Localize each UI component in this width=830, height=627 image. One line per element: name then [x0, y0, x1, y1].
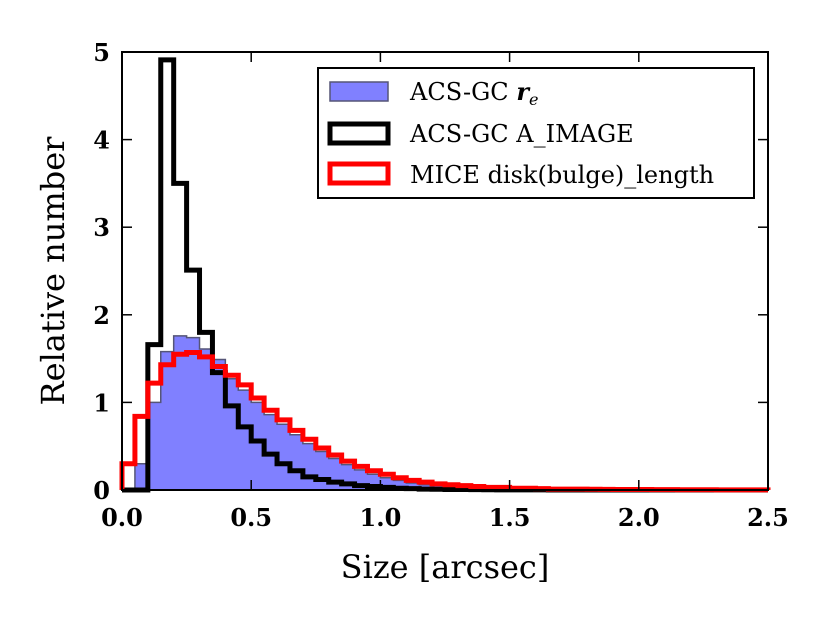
x-tick-label: 2.0	[618, 503, 660, 532]
x-axis-label: Size [arcsec]	[341, 548, 550, 586]
y-tick-label: 1	[93, 388, 110, 417]
y-axis-label: Relative number	[34, 136, 72, 406]
x-tick-label: 0.0	[101, 503, 143, 532]
legend-swatch-acs-gc-re	[329, 81, 389, 102]
legend-label-acs-gc-a-image: ACS-GC A_IMAGE	[409, 120, 634, 148]
x-tick-label: 1.0	[360, 503, 402, 532]
plot-frame	[121, 51, 769, 491]
y-tick-label: 5	[93, 38, 110, 67]
x-tick-label: 1.5	[489, 503, 531, 532]
y-tick-label: 3	[93, 213, 110, 242]
legend-box	[317, 67, 755, 199]
y-tick-label: 0	[93, 476, 110, 505]
y-tick-label: 4	[93, 126, 110, 155]
legend-label-mice: MICE disk(bulge)_length	[410, 161, 714, 189]
x-tick-label: 0.5	[230, 503, 272, 532]
y-tick-label: 2	[93, 301, 110, 330]
x-tick-label: 2.5	[747, 503, 789, 532]
legend-label-acs-gc-re: ACS-GC re	[409, 77, 538, 109]
legend-swatch-acs-gc-a-image	[327, 121, 391, 146]
histogram-acs-gc-r-e	[122, 335, 768, 491]
legend-swatch-mice	[327, 161, 391, 186]
axis-ticks: 0.0 0.5 1.0 1.5 2.0 2.5 0 1 2 3 4 5	[93, 38, 789, 532]
legend: ACS-GC re ACS-GC A_IMAGE MICE disk(bulge…	[317, 67, 755, 199]
